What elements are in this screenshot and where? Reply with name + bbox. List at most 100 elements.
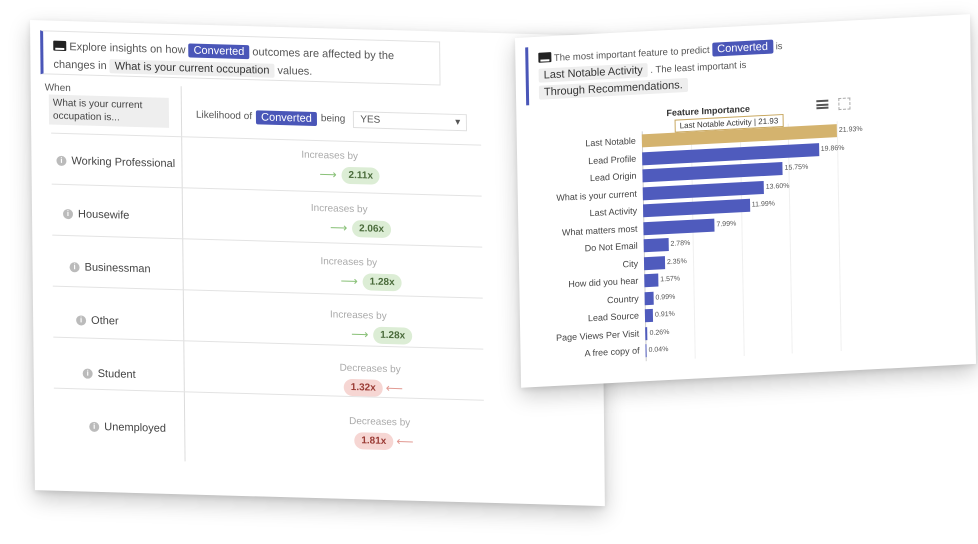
chart-bar[interactable]	[645, 326, 648, 340]
chart-value-label: 2.78%	[670, 239, 691, 248]
chart-category-label: City	[622, 258, 639, 269]
row-divider	[51, 132, 482, 146]
occupation-label-text: Working Professional	[71, 155, 176, 171]
info-icon[interactable]: i	[89, 421, 100, 432]
occupation-label-text: Other	[91, 314, 119, 328]
fi-intro-pre: The most important feature to predict	[553, 44, 710, 64]
occupation-value: i Working Professional	[56, 155, 175, 170]
chart-bar[interactable]	[643, 198, 750, 218]
chart-bar[interactable]	[644, 291, 654, 305]
info-icon[interactable]: i	[82, 368, 93, 379]
chart-category-label: What is your current	[556, 188, 637, 203]
insights-intro-post: values.	[277, 64, 313, 78]
chevron-down-icon: ▾	[455, 116, 461, 129]
chart-gridline	[836, 121, 842, 351]
row-divider	[51, 183, 482, 197]
chart-value-label: 0.99%	[655, 293, 676, 302]
effect-label: Increases by	[320, 256, 378, 269]
chart-category-label: Last Activity	[589, 205, 638, 219]
chart-bar[interactable]	[643, 218, 715, 235]
chart-category-label: Last Notable	[585, 135, 636, 149]
occupation-value: i Student	[82, 367, 136, 381]
chart-gridline	[787, 123, 793, 354]
effect-value-badge: 1.32x	[343, 378, 383, 397]
chart-value-label: 15.75%	[784, 163, 809, 172]
occupation-value: i Businessman	[69, 261, 151, 276]
occupation-value: i Other	[76, 314, 119, 327]
chart-value-label: 0.91%	[654, 310, 675, 319]
occupation-label: What is your current occupation is...	[48, 94, 170, 128]
effect-value-badge: 1.81x	[354, 432, 394, 451]
chart-bar[interactable]	[643, 238, 669, 253]
effect-value-badge: 1.28x	[362, 273, 402, 292]
effect-label: Increases by	[301, 149, 359, 163]
outcome-select-value: YES	[360, 114, 381, 126]
occupation-label-text: Housewife	[77, 208, 130, 222]
row-divider	[53, 387, 484, 401]
info-icon[interactable]: i	[76, 315, 87, 326]
feature-importance-card: The most important feature to predict Co…	[515, 14, 977, 388]
book-icon	[538, 52, 552, 63]
chart-category-label: Lead Origin	[589, 170, 637, 184]
fi-intro-mid: . The least important is	[650, 59, 747, 76]
effect-label: Decreases by	[349, 415, 411, 429]
menu-icon[interactable]	[816, 99, 829, 110]
chart-bar[interactable]	[642, 180, 764, 200]
chart-value-label: 13.60%	[765, 182, 790, 191]
feature-tag: What is your current occupation	[109, 59, 275, 78]
effect-value-badge: 2.11x	[341, 166, 381, 185]
effect-label: Increases by	[310, 202, 368, 216]
chart-bar[interactable]	[644, 273, 659, 288]
chart-bar[interactable]	[642, 162, 783, 183]
outcome-select[interactable]: YES ▾	[353, 111, 468, 132]
chart-bar[interactable]	[644, 308, 654, 323]
arrow-right-icon: ⟶	[329, 220, 348, 235]
occupation-value: i Housewife	[62, 208, 130, 222]
chart-value-label: 2.35%	[666, 257, 687, 266]
expand-icon[interactable]	[838, 97, 851, 111]
arrow-right-icon: ⟶	[319, 167, 337, 182]
info-icon[interactable]: i	[69, 262, 80, 273]
chart-category-label: Do Not Email	[584, 240, 638, 254]
insights-description: Explore insights on how Converted outcom…	[40, 30, 441, 86]
row-divider	[53, 336, 484, 350]
chart-value-label: 0.04%	[648, 346, 669, 355]
arrow-left-icon: ⟵	[385, 380, 404, 396]
fi-intro-is: is	[775, 40, 783, 53]
insight-row: i Unemployed Decreases by 1.81x ⟵	[34, 387, 604, 451]
chart-category-label: How did you hear	[568, 275, 639, 290]
occupation-label-text: Unemployed	[104, 421, 167, 435]
chart-category-label: What matters most	[561, 223, 638, 238]
arrow-left-icon: ⟵	[396, 434, 414, 449]
chart-gridline	[690, 128, 696, 359]
arrow-right-icon: ⟶	[351, 326, 369, 342]
chart-category-label: Country	[607, 293, 639, 305]
occupation-label-text: Student	[97, 367, 136, 381]
chart-value-label: 0.26%	[649, 328, 670, 337]
likelihood-post: being	[320, 113, 346, 125]
chart-category-label: A free copy of	[584, 345, 640, 359]
chart-category-label: Lead Profile	[588, 153, 637, 166]
effect-label: Increases by	[329, 309, 387, 322]
likelihood-pre: Likelihood of	[195, 109, 253, 123]
likelihood-tag: Converted	[256, 109, 317, 126]
book-icon	[53, 40, 67, 52]
feature-importance-description: The most important feature to predict Co…	[525, 30, 847, 106]
chart-bar[interactable]	[643, 255, 666, 270]
row-divider	[52, 285, 483, 299]
chart-gridline	[739, 126, 745, 357]
info-icon[interactable]: i	[56, 155, 67, 167]
fi-top-tag: Last Notable Activity	[538, 63, 648, 83]
occupation-value: i Unemployed	[89, 421, 166, 435]
fi-target-tag: Converted	[712, 39, 774, 57]
arrow-right-icon: ⟶	[340, 273, 358, 289]
occupation-label-text: Businessman	[84, 261, 151, 276]
chart-bar[interactable]	[645, 344, 647, 358]
chart-category-label: Page Views Per Visit	[555, 328, 640, 343]
row-divider	[52, 234, 483, 248]
info-icon[interactable]: i	[62, 208, 74, 220]
chart-value-label: 11.99%	[751, 200, 775, 209]
chart-value-label: 19.86%	[820, 144, 845, 153]
chart-value-label: 7.99%	[716, 219, 737, 228]
insights-intro-pre: Explore insights on how	[69, 41, 186, 57]
